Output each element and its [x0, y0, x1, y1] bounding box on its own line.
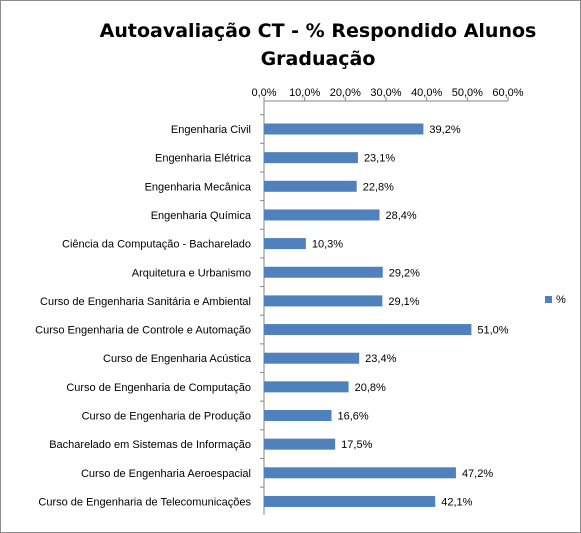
- data-label: 23,1%: [364, 153, 395, 165]
- bar: [264, 180, 357, 192]
- category-label: Curso de Engenharia Aeroespacial: [81, 468, 251, 480]
- category-label: Curso de Engenharia de Computação: [66, 382, 251, 394]
- x-tick-label: 60,0%: [492, 87, 523, 99]
- category-label: Bacharelado em Sistemas de Informação: [49, 439, 251, 451]
- x-tick-label: 50,0%: [452, 87, 483, 99]
- bar: [264, 295, 383, 307]
- x-tick-label: 30,0%: [370, 87, 401, 99]
- x-axis-ticks: 0,0% 10,0% 20,0% 30,0% 40,0% 50,0% 60,0%: [251, 87, 524, 101]
- bars: [264, 123, 472, 507]
- category-label: Curso Engenharia de Controle e Automação: [35, 325, 251, 337]
- legend: %: [545, 294, 566, 306]
- data-label: 51,0%: [477, 325, 508, 337]
- bar: [264, 352, 360, 364]
- bar: [264, 381, 349, 393]
- bar: [264, 152, 358, 164]
- category-labels: Engenharia Civil Engenharia Elétrica Engen…: [35, 124, 252, 508]
- data-label: 39,2%: [429, 124, 460, 136]
- data-label: 17,5%: [341, 439, 372, 451]
- legend-label: %: [556, 294, 566, 306]
- category-label: Curso de Engenharia Acústica: [103, 353, 252, 365]
- category-label: Curso de Engenharia Sanitária e Ambienta…: [40, 296, 251, 308]
- chart-title-line-1: Autoavaliação CT - % Respondido Alunos: [100, 20, 537, 42]
- bar: [264, 324, 472, 336]
- category-label: Ciência da Computação - Bacharelado: [62, 239, 251, 251]
- category-label: Arquitetura e Urbanismo: [132, 267, 251, 279]
- category-label: Engenharia Elétrica: [155, 153, 252, 165]
- bar: [264, 209, 380, 221]
- x-tick-label: 10,0%: [289, 87, 320, 99]
- data-label: 23,4%: [365, 353, 396, 365]
- bar: [264, 410, 332, 421]
- bar: [264, 123, 424, 135]
- bar: [264, 266, 383, 278]
- category-label: Curso de Engenharia de Produção: [82, 411, 251, 423]
- category-label: Engenharia Química: [151, 210, 252, 222]
- data-label: 47,2%: [462, 468, 493, 480]
- bar: [264, 495, 436, 507]
- data-label: 42,1%: [441, 496, 472, 508]
- x-tick-label: 0,0%: [251, 87, 276, 99]
- x-tick-label: 20,0%: [330, 87, 361, 99]
- x-tick-label: 40,0%: [411, 87, 442, 99]
- bar: [264, 467, 456, 479]
- data-label: 28,4%: [385, 210, 416, 222]
- data-label: 10,3%: [312, 239, 343, 251]
- data-label: 22,8%: [363, 181, 394, 193]
- chart-title-line-2: Graduação: [261, 48, 376, 70]
- data-label: 29,1%: [388, 296, 419, 308]
- category-label: Curso de Engenharia de Telecomunicações: [38, 496, 251, 508]
- data-label: 16,6%: [338, 411, 369, 423]
- category-label: Engenharia Mecânica: [145, 181, 252, 193]
- data-label: 29,2%: [389, 267, 420, 279]
- bar: [264, 238, 306, 250]
- data-labels: 39,2% 23,1% 22,8% 28,4% 10,3% 29,2% 29,1% 51,0%…: [312, 124, 509, 508]
- data-label: 20,8%: [355, 382, 386, 394]
- legend-swatch: [545, 296, 552, 303]
- bar: [264, 438, 336, 450]
- category-label: Engenharia Civil: [171, 124, 251, 136]
